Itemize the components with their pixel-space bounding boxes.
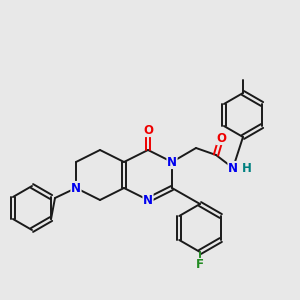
Text: H: H [242, 161, 252, 175]
Text: N: N [167, 155, 177, 169]
Text: O: O [143, 124, 153, 136]
Text: N: N [143, 194, 153, 206]
Text: F: F [196, 259, 204, 272]
Text: O: O [216, 131, 226, 145]
Text: N: N [71, 182, 81, 194]
Text: N: N [228, 161, 238, 175]
